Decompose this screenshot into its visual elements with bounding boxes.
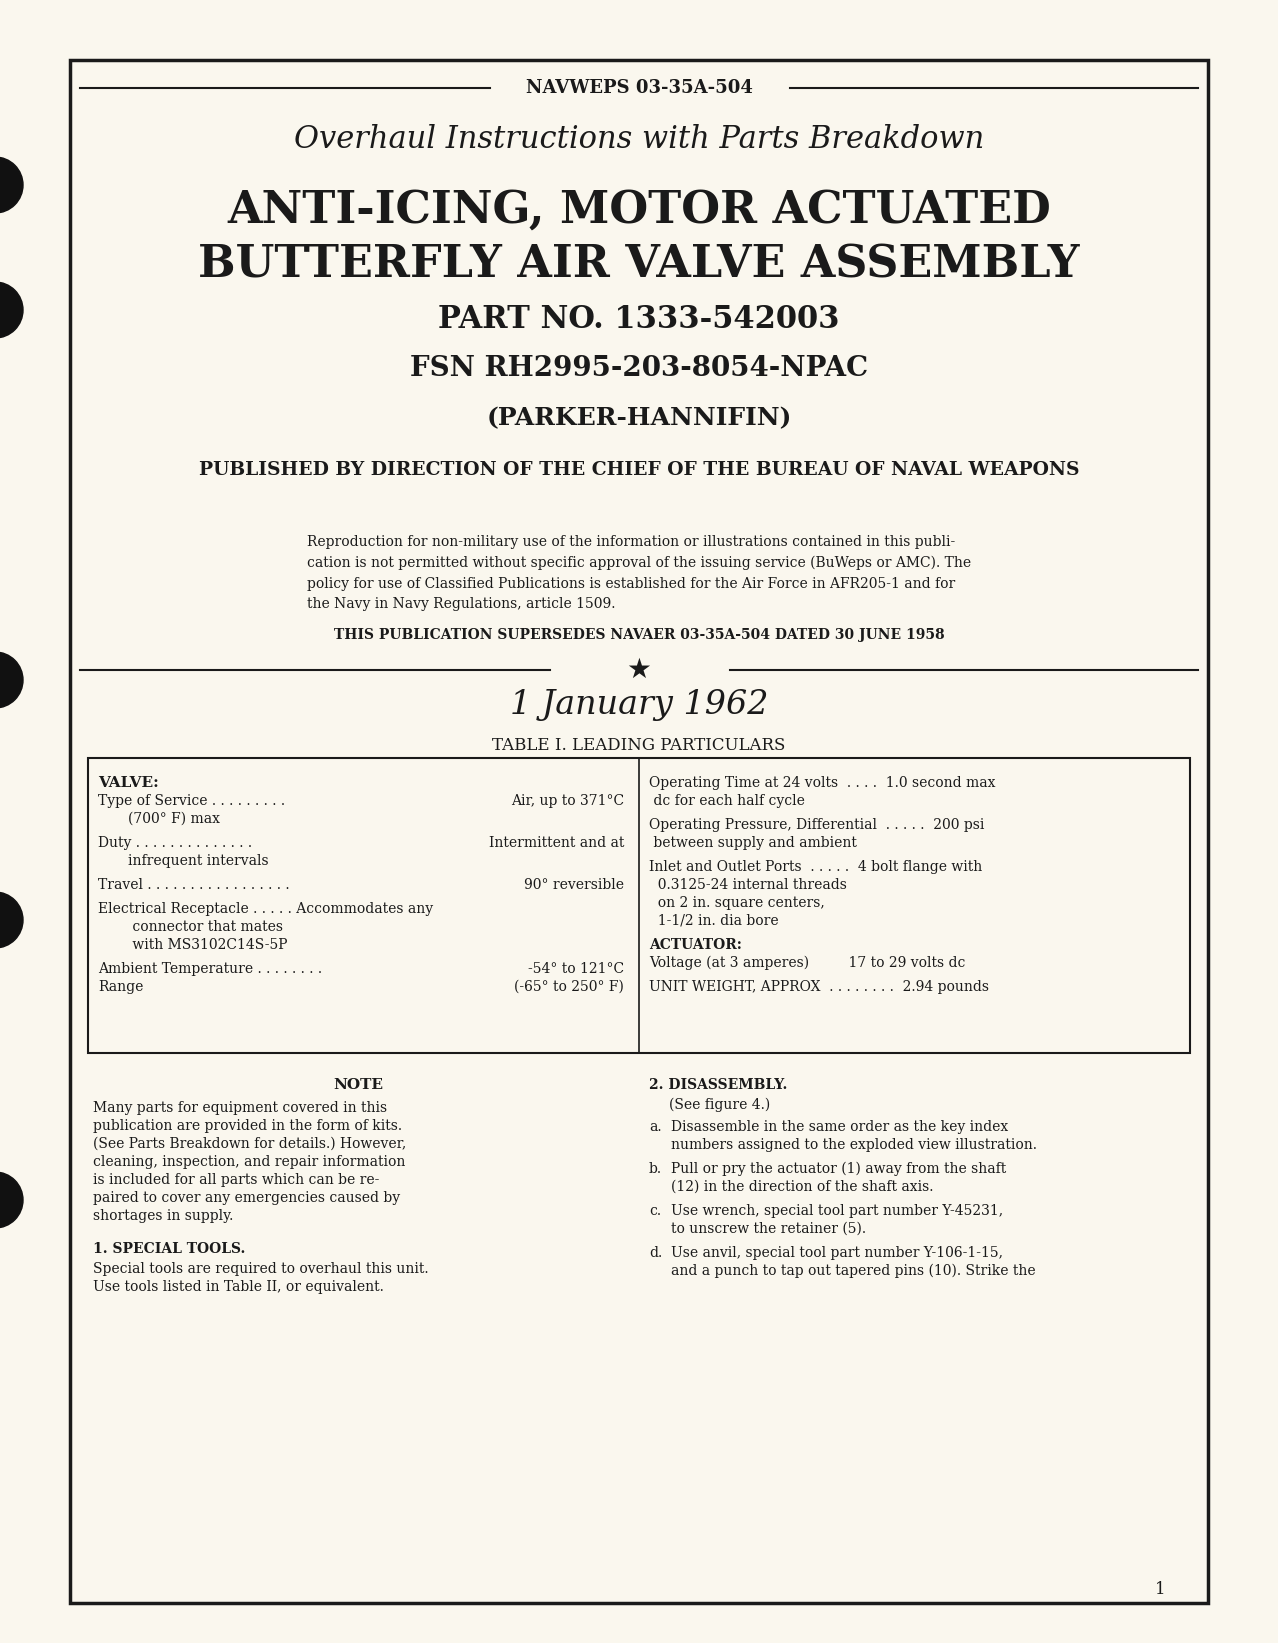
Text: Pull or pry the actuator (1) away from the shaft: Pull or pry the actuator (1) away from t…	[671, 1162, 1006, 1176]
Text: 0.3125-24 internal threads: 0.3125-24 internal threads	[649, 877, 847, 892]
Text: on 2 in. square centers,: on 2 in. square centers,	[649, 895, 824, 910]
Text: is included for all parts which can be re-: is included for all parts which can be r…	[93, 1173, 380, 1186]
Text: Electrical Receptacle . . . . . Accommodates any: Electrical Receptacle . . . . . Accommod…	[98, 902, 433, 917]
Text: THIS PUBLICATION SUPERSEDES NAVAER 03-35A-504 DATED 30 JUNE 1958: THIS PUBLICATION SUPERSEDES NAVAER 03-35…	[334, 628, 944, 642]
Text: (See figure 4.): (See figure 4.)	[668, 1098, 771, 1112]
Text: (-65° to 250° F): (-65° to 250° F)	[514, 979, 624, 994]
Text: cleaning, inspection, and repair information: cleaning, inspection, and repair informa…	[93, 1155, 405, 1170]
Text: and a punch to tap out tapered pins (10). Strike the: and a punch to tap out tapered pins (10)…	[671, 1263, 1035, 1278]
Text: UNIT WEIGHT, APPROX  . . . . . . . .  2.94 pounds: UNIT WEIGHT, APPROX . . . . . . . . 2.94…	[649, 979, 989, 994]
Text: infrequent intervals: infrequent intervals	[128, 854, 268, 868]
Circle shape	[0, 158, 23, 214]
Text: FSN RH2995-203-8054-NPAC: FSN RH2995-203-8054-NPAC	[410, 355, 868, 381]
Text: NOTE: NOTE	[334, 1078, 383, 1093]
Text: (PARKER-HANNIFIN): (PARKER-HANNIFIN)	[487, 406, 791, 430]
Text: publication are provided in the form of kits.: publication are provided in the form of …	[93, 1119, 403, 1134]
Text: Overhaul Instructions with Parts Breakdown: Overhaul Instructions with Parts Breakdo…	[294, 125, 984, 156]
Text: ★: ★	[626, 656, 652, 683]
Text: 1. SPECIAL TOOLS.: 1. SPECIAL TOOLS.	[93, 1242, 245, 1255]
Text: VALVE:: VALVE:	[98, 775, 158, 790]
Text: 90° reversible: 90° reversible	[524, 877, 624, 892]
Text: d.: d.	[649, 1245, 662, 1260]
Text: Voltage (at 3 amperes)         17 to 29 volts dc: Voltage (at 3 amperes) 17 to 29 volts dc	[649, 956, 965, 971]
Text: a.: a.	[649, 1121, 662, 1134]
Circle shape	[0, 283, 23, 338]
Text: Many parts for equipment covered in this: Many parts for equipment covered in this	[93, 1101, 387, 1116]
Text: Use wrench, special tool part number Y-45231,: Use wrench, special tool part number Y-4…	[671, 1204, 1003, 1217]
Text: Disassemble in the same order as the key index: Disassemble in the same order as the key…	[671, 1121, 1008, 1134]
Text: Operating Pressure, Differential  . . . . .  200 psi: Operating Pressure, Differential . . . .…	[649, 818, 984, 831]
Circle shape	[0, 652, 23, 708]
Text: shortages in supply.: shortages in supply.	[93, 1209, 234, 1222]
Text: -54° to 121°C: -54° to 121°C	[528, 963, 624, 976]
Text: Duty . . . . . . . . . . . . . .: Duty . . . . . . . . . . . . . .	[98, 836, 252, 849]
Text: Type of Service . . . . . . . . .: Type of Service . . . . . . . . .	[98, 794, 285, 808]
Text: between supply and ambient: between supply and ambient	[649, 836, 856, 849]
Text: NAVWEPS 03-35A-504: NAVWEPS 03-35A-504	[525, 79, 753, 97]
Text: dc for each half cycle: dc for each half cycle	[649, 794, 805, 808]
Text: 1 January 1962: 1 January 1962	[510, 688, 768, 721]
Text: numbers assigned to the exploded view illustration.: numbers assigned to the exploded view il…	[671, 1139, 1036, 1152]
Text: Intermittent and at: Intermittent and at	[488, 836, 624, 849]
Text: 2. DISASSEMBLY.: 2. DISASSEMBLY.	[649, 1078, 787, 1093]
Text: 1: 1	[1155, 1582, 1166, 1599]
Text: Use tools listed in Table II, or equivalent.: Use tools listed in Table II, or equival…	[93, 1280, 383, 1295]
Text: (700° F) max: (700° F) max	[128, 812, 220, 826]
Text: ACTUATOR:: ACTUATOR:	[649, 938, 741, 951]
Text: Reproduction for non-military use of the information or illustrations contained : Reproduction for non-military use of the…	[307, 536, 971, 611]
Text: Operating Time at 24 volts  . . . .  1.0 second max: Operating Time at 24 volts . . . . 1.0 s…	[649, 775, 996, 790]
Text: PART NO. 1333-542003: PART NO. 1333-542003	[438, 304, 840, 335]
Text: ANTI-ICING, MOTOR ACTUATED: ANTI-ICING, MOTOR ACTUATED	[227, 189, 1051, 232]
Text: (12) in the direction of the shaft axis.: (12) in the direction of the shaft axis.	[671, 1180, 933, 1194]
Text: PUBLISHED BY DIRECTION OF THE CHIEF OF THE BUREAU OF NAVAL WEAPONS: PUBLISHED BY DIRECTION OF THE CHIEF OF T…	[199, 462, 1079, 480]
Text: paired to cover any emergencies caused by: paired to cover any emergencies caused b…	[93, 1191, 400, 1204]
Text: Use anvil, special tool part number Y-106-1-15,: Use anvil, special tool part number Y-10…	[671, 1245, 1003, 1260]
Text: with MS3102C14S-5P: with MS3102C14S-5P	[128, 938, 288, 951]
Text: Travel . . . . . . . . . . . . . . . . .: Travel . . . . . . . . . . . . . . . . .	[98, 877, 290, 892]
Text: (See Parts Breakdown for details.) However,: (See Parts Breakdown for details.) Howev…	[93, 1137, 406, 1152]
Text: c.: c.	[649, 1204, 661, 1217]
Text: Inlet and Outlet Ports  . . . . .  4 bolt flange with: Inlet and Outlet Ports . . . . . 4 bolt …	[649, 859, 983, 874]
Text: Ambient Temperature . . . . . . . .: Ambient Temperature . . . . . . . .	[98, 963, 322, 976]
Text: Range: Range	[98, 979, 143, 994]
Text: connector that mates: connector that mates	[128, 920, 282, 933]
Text: 1-1/2 in. dia bore: 1-1/2 in. dia bore	[649, 914, 778, 928]
Text: to unscrew the retainer (5).: to unscrew the retainer (5).	[671, 1222, 866, 1236]
Text: BUTTERFLY AIR VALVE ASSEMBLY: BUTTERFLY AIR VALVE ASSEMBLY	[198, 243, 1080, 286]
Text: Special tools are required to overhaul this unit.: Special tools are required to overhaul t…	[93, 1262, 428, 1277]
Circle shape	[0, 892, 23, 948]
Text: Air, up to 371°C: Air, up to 371°C	[511, 794, 624, 808]
Circle shape	[0, 1171, 23, 1227]
Text: TABLE I. LEADING PARTICULARS: TABLE I. LEADING PARTICULARS	[492, 736, 786, 754]
Text: b.: b.	[649, 1162, 662, 1176]
